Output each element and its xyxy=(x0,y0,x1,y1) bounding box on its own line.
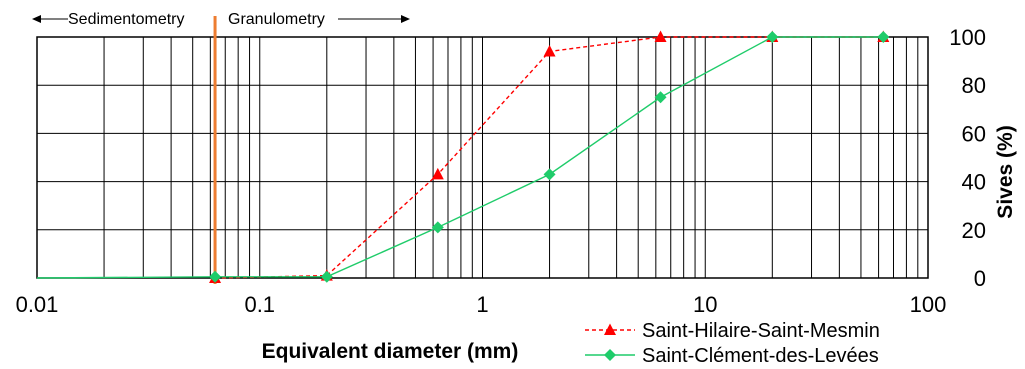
data-point-diamond xyxy=(209,270,222,283)
y-tick-label: 100 xyxy=(949,25,986,50)
y-axis-title: Sives (%) xyxy=(994,125,1017,218)
y-tick-label: 40 xyxy=(962,170,986,195)
data-point-triangle xyxy=(543,44,556,57)
sedimentometry-annotation: Sedimentometry xyxy=(32,11,185,28)
series-line xyxy=(36,36,884,279)
legend: Saint-Hilaire-Saint-Mesmin Saint-Clément-… xyxy=(585,320,880,367)
x-tick-labels: 0.01 0.1 1 10 100 xyxy=(16,292,947,317)
sedimentometry-label: Sedimentometry xyxy=(68,11,185,28)
right-arrow-head xyxy=(401,15,410,23)
plot-area xyxy=(36,36,929,279)
y-tick-label: 0 xyxy=(974,266,986,291)
x-tick-label: 100 xyxy=(910,292,947,317)
y-tick-label: 20 xyxy=(962,218,986,243)
y-tick-label: 60 xyxy=(962,121,986,146)
series-2 xyxy=(36,31,890,283)
granulometry-annotation: Granulometry xyxy=(228,11,410,28)
x-tick-label: 1 xyxy=(476,292,488,317)
left-arrow-head xyxy=(32,15,41,23)
data-point-diamond xyxy=(604,349,616,361)
data-point-diamond xyxy=(431,221,444,234)
x-tick-label: 0.1 xyxy=(244,292,275,317)
data-point-diamond xyxy=(654,91,667,104)
x-axis-title: Equivalent diameter (mm) xyxy=(262,340,519,363)
y-tick-label: 80 xyxy=(962,73,986,98)
data-point-triangle xyxy=(431,167,444,180)
data-point-diamond xyxy=(877,31,890,43)
x-tick-label: 10 xyxy=(693,292,717,317)
data-point-diamond xyxy=(320,270,333,283)
series-layer xyxy=(36,30,890,283)
x-tick-label: 0.01 xyxy=(16,292,59,317)
y-tick-labels: 0 20 40 60 80 100 xyxy=(949,25,986,291)
grid xyxy=(36,36,928,279)
data-point-diamond xyxy=(766,31,779,43)
legend-label: Saint-Hilaire-Saint-Mesmin xyxy=(642,320,880,342)
data-point-diamond xyxy=(543,168,556,181)
plot-border xyxy=(36,36,929,279)
data-point-triangle xyxy=(604,323,616,335)
legend-label: Saint-Clément-des-Levées xyxy=(642,345,879,367)
data-point-triangle xyxy=(654,30,667,42)
granulometry-label: Granulometry xyxy=(228,11,325,28)
